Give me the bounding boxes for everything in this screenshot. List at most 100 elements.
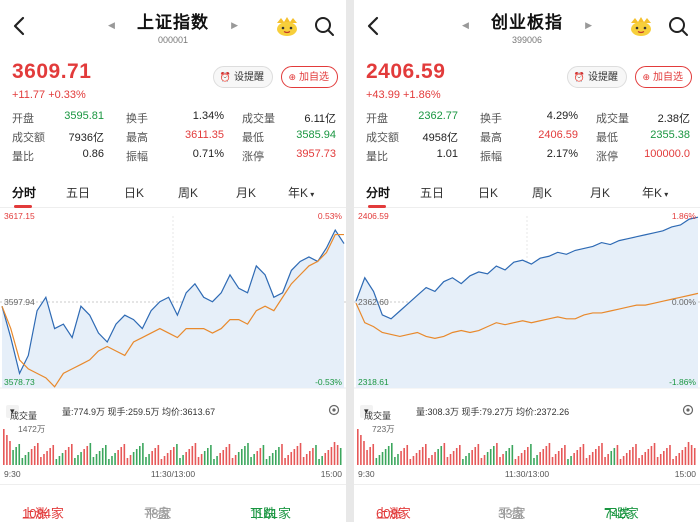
volume-bar xyxy=(656,457,659,465)
volume-bar xyxy=(231,458,234,465)
volume-bar xyxy=(434,452,436,465)
stat-value: 3595.81 xyxy=(64,110,104,122)
volume-bar xyxy=(148,454,150,465)
period-tabs: 分时 五日 日K 周K 月K 年K ▾ xyxy=(354,178,700,208)
tab-1[interactable]: 五日 xyxy=(66,186,91,200)
tab-4[interactable]: 月K xyxy=(236,186,257,200)
period-tabs: 分时 五日 日K 周K 月K 年K ▾ xyxy=(0,178,346,208)
stat-value: 1.34% xyxy=(192,110,224,122)
volume-bar xyxy=(315,445,317,465)
volume-bar xyxy=(530,444,532,465)
volume-bar xyxy=(601,443,603,465)
next-index-arrow[interactable]: ▶ xyxy=(585,20,592,30)
chevron-left-icon[interactable] xyxy=(8,14,32,38)
axis-pct-low-label: -1.86% xyxy=(669,377,696,387)
tab-0[interactable]: 分时 xyxy=(12,186,37,200)
volume-bar xyxy=(610,451,613,465)
volume-bar xyxy=(561,448,563,465)
index-panel-cyb: ◀ 创业板指 399006 ▶ 2406.59 +43.99 +1.86% ⏰ 设… xyxy=(354,0,700,522)
stats-grid: 开盘 2362.77 换手 4.29% 成交量 2.38亿 成交额 4958亿 最高 2406.5… xyxy=(366,108,694,165)
volume-bar xyxy=(428,458,430,465)
stat-label: 换手 xyxy=(480,113,502,125)
axis-high-label: 3617.15 xyxy=(4,211,35,221)
gear-icon[interactable] xyxy=(328,404,340,416)
volume-bar xyxy=(533,458,535,465)
volume-bar xyxy=(117,450,119,465)
prev-index-arrow[interactable]: ◀ xyxy=(462,20,469,30)
tab-4[interactable]: 月K xyxy=(590,186,611,200)
volume-indicator-select[interactable]: 成交量 ▾ xyxy=(6,405,37,421)
stats-row: 量比 1.01 振幅 2.17% 涨停 100000.0 xyxy=(366,146,694,165)
volume-bar xyxy=(12,450,14,465)
volume-bar xyxy=(539,452,541,465)
time-axis-label: 11:30/13:00 xyxy=(151,469,196,479)
search-icon[interactable] xyxy=(312,14,336,38)
volume-bar xyxy=(564,445,566,465)
volume-bar xyxy=(638,458,640,465)
header: ◀ 创业板指 399006 ▶ xyxy=(354,0,700,52)
volume-bar xyxy=(262,445,265,465)
tab-5[interactable]: 年K ▾ xyxy=(642,186,669,200)
tab-2[interactable]: 日K xyxy=(478,186,499,200)
gear-icon[interactable] xyxy=(682,404,694,416)
set-reminder-button[interactable]: ⏰ 设提醒 xyxy=(212,66,273,88)
volume-bar xyxy=(21,458,24,465)
tab-2[interactable]: 日K xyxy=(124,186,145,200)
volume-bar xyxy=(312,448,314,465)
add-watchlist-button[interactable]: ⊕ 加自选 xyxy=(281,66,338,88)
volume-bar xyxy=(363,441,365,465)
volume-bar xyxy=(508,448,511,465)
price-change: +11.77 +0.33% xyxy=(12,89,86,101)
volume-bar xyxy=(517,456,520,465)
volume-bar xyxy=(259,448,262,465)
stat-value: 3957.73 xyxy=(296,148,336,160)
volume-bar xyxy=(191,446,194,465)
volume-bar xyxy=(333,442,336,465)
tab-3[interactable]: 周K xyxy=(178,186,199,200)
search-icon[interactable] xyxy=(666,14,690,38)
volume-bar xyxy=(520,453,523,465)
tab-3[interactable]: 周K xyxy=(532,186,553,200)
volume-bar xyxy=(173,447,175,465)
volume-bar xyxy=(440,446,443,465)
tab-0[interactable]: 分时 xyxy=(366,186,391,200)
stat-value: 3585.94 xyxy=(296,129,336,141)
prev-index-arrow[interactable]: ◀ xyxy=(108,20,115,30)
volume-bar xyxy=(139,446,141,465)
chevron-left-icon[interactable] xyxy=(362,14,386,38)
volume-bar xyxy=(210,445,212,465)
volume-bar xyxy=(477,444,480,465)
intraday-chart[interactable]: 2406.59 2362.60 2318.61 1.86% -1.86% 0.00% xyxy=(354,208,700,400)
volume-info-row: 成交量 ▾ 量:308.3万 现手:79.27万 均价:2372.26 xyxy=(360,401,694,421)
volume-bar xyxy=(455,448,458,465)
next-index-arrow[interactable]: ▶ xyxy=(231,20,238,30)
stat-value: 6.11亿 xyxy=(304,113,336,125)
volume-bar xyxy=(105,445,107,465)
volume-bar xyxy=(151,451,153,465)
volume-bar xyxy=(625,453,628,465)
volume-bar xyxy=(483,455,486,465)
stat-value: 0.86 xyxy=(82,148,104,160)
intraday-chart[interactable]: 3617.15 3597.94 3578.73 0.53% -0.53% xyxy=(0,208,346,400)
volume-bar xyxy=(554,454,557,465)
volume-bar xyxy=(120,447,123,465)
volume-bar xyxy=(675,456,677,465)
volume-bar xyxy=(681,450,684,465)
volume-indicator-select[interactable]: 成交量 ▾ xyxy=(360,405,391,421)
volume-bar xyxy=(157,445,160,465)
set-reminder-label: 设提醒 xyxy=(234,72,264,83)
time-axis-label: 9:30 xyxy=(4,469,21,479)
volume-bar xyxy=(321,456,323,465)
tab-1[interactable]: 五日 xyxy=(420,186,445,200)
volume-bar xyxy=(278,447,280,465)
volume-bar xyxy=(268,456,271,465)
add-watchlist-button[interactable]: ⊕ 加自选 xyxy=(635,66,692,88)
crown-mascot-icon[interactable] xyxy=(274,14,300,38)
volume-bar xyxy=(619,459,622,465)
set-reminder-button[interactable]: ⏰ 设提醒 xyxy=(566,66,627,88)
volume-bar xyxy=(616,445,619,465)
volume-bar xyxy=(499,457,501,465)
crown-mascot-icon[interactable] xyxy=(628,14,654,38)
tab-5[interactable]: 年K ▾ xyxy=(288,186,315,200)
volume-bar xyxy=(213,459,215,465)
